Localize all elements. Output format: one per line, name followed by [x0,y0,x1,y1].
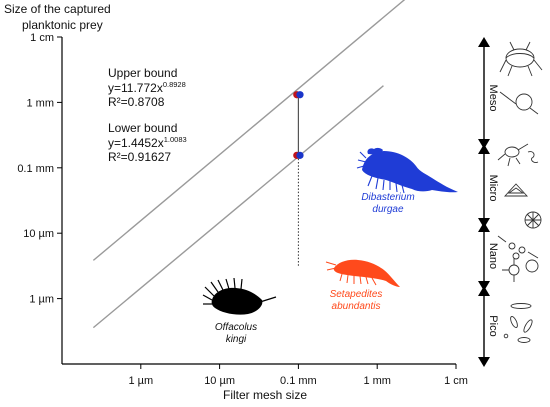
setapedites-label-1: Setapedites [330,289,383,300]
dibasterium-icon [356,147,458,194]
lower-bound-label: Lower bound [108,121,177,135]
mesoplankton-icons [499,41,543,115]
x-tick-label: 10 µm [204,375,235,387]
observed-point-blue [296,91,304,99]
offacolus-label-2: kingi [226,334,247,345]
y-tick-label: 1 mm [27,97,55,109]
y-tick-label: 1 cm [30,32,54,44]
picoplankton-icons [503,303,533,343]
setapedites-icon [325,259,400,287]
dibasterium-label-2: durgae [372,204,404,215]
offacolus-icon [202,277,277,315]
upper-bound-label: Upper bound [108,66,177,80]
setapedites-label-2: abundantis [332,301,381,312]
upper-bound-r2: R²=0.8708 [108,95,165,109]
lower-bound-equation: y=1.4452x1.0083 [108,135,187,150]
offacolus-label-1: Offacolus [215,322,257,333]
observed-point-blue [296,151,304,159]
nanoplankton-icons [497,211,542,282]
x-axis-title: Filter mesh size [223,388,307,402]
x-tick-label: 0.1 mm [280,375,317,387]
y-tick-label: 10 µm [23,228,54,240]
series-group [92,0,406,329]
microplankton-icons [497,143,539,197]
upper-bound-equation: y=11.772x0.8928 [108,80,186,95]
lower-bound-line [92,85,384,329]
upper-bound-line [92,0,406,261]
dibasterium-label-1: Dibasterium [361,192,414,203]
size-class-bracket [478,37,490,367]
y-axis-title-line2: planktonic prey [22,18,103,32]
x-tick-label: 1 mm [363,375,391,387]
x-tick-label: 1 cm [444,375,468,387]
y-axis-title: Size of the captured [4,2,111,16]
y-tick-label: 1 µm [29,294,54,306]
lower-bound-r2: R²=0.91627 [108,150,171,164]
size-class-micro: Micro [487,175,499,202]
size-class-pico: Pico [487,315,499,336]
x-ticks: 1 µm 10 µm 0.1 mm 1 mm 1 cm [128,364,468,387]
y-ticks: 1 µm 10 µm 0.1 mm 1 mm 1 cm [17,32,62,306]
y-tick-label: 0.1 mm [17,163,54,175]
size-class-meso: Meso [487,85,499,112]
size-class-nano: Nano [487,243,499,269]
x-tick-label: 1 µm [128,375,153,387]
